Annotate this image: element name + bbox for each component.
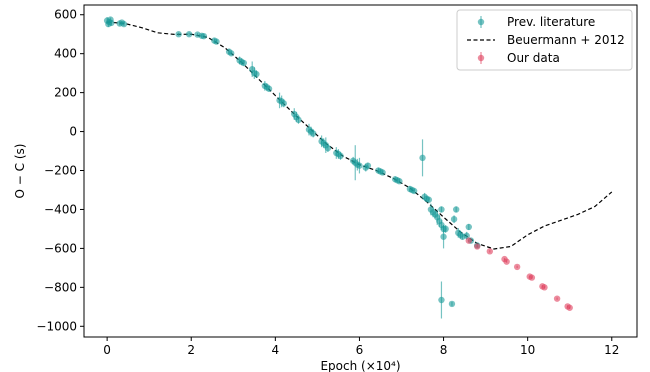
literature-point: [379, 169, 386, 176]
our-data-point: [553, 295, 561, 302]
literature-point: [108, 19, 115, 27]
y-tick-label: 200: [54, 86, 77, 100]
legend-literature-label: Prev. literature: [507, 15, 595, 29]
y-tick-label: 600: [54, 8, 77, 22]
y-tick-label: −200: [44, 164, 77, 178]
our-data-point: [566, 304, 573, 311]
x-tick-label: 10: [520, 343, 535, 357]
literature-point: [442, 225, 449, 233]
literature-point: [227, 50, 235, 57]
literature-point: [240, 59, 248, 67]
literature-point: [175, 31, 182, 38]
literature-point: [410, 187, 418, 195]
x-tick-label: 12: [604, 343, 619, 357]
our-data-point: [503, 258, 510, 265]
our-data-point: [541, 284, 548, 291]
literature-point: [295, 116, 302, 124]
literature-point: [396, 178, 403, 185]
literature-point: [448, 300, 456, 308]
y-tick-label: −400: [44, 202, 77, 216]
y-tick-label: 0: [69, 125, 77, 139]
literature-point: [438, 296, 445, 304]
literature-point: [324, 144, 332, 152]
y-tick-label: −800: [44, 280, 77, 294]
y-axis: 600 400 200 0 −200 −400 −600 −800 −1000: [36, 8, 84, 333]
y-tick-label: 400: [54, 47, 77, 61]
our-data-point: [465, 237, 472, 244]
literature-point: [265, 85, 273, 92]
our-data-point: [528, 274, 536, 281]
literature-point: [185, 31, 193, 38]
legend-literature-marker: [477, 18, 485, 26]
literature-point: [440, 233, 447, 240]
literature-point: [419, 154, 426, 162]
literature-point: [450, 215, 458, 223]
literature-point: [463, 232, 470, 239]
legend: Prev. literature Beuermann + 2012 Our data: [456, 9, 633, 71]
legend-our-data-label: Our data: [507, 51, 560, 65]
literature-point: [425, 196, 433, 203]
legend-our-data-marker: [477, 54, 485, 62]
x-tick-label: 8: [440, 343, 448, 357]
x-tick-label: 6: [356, 343, 364, 357]
x-tick-label: 2: [187, 343, 195, 357]
literature-point: [200, 32, 208, 40]
y-tick-label: −600: [44, 241, 77, 255]
legend-model-label: Beuermann + 2012: [507, 33, 625, 47]
literature-point: [120, 20, 128, 28]
literature-point: [253, 70, 260, 78]
literature-point: [364, 162, 372, 169]
plot-area: [103, 16, 613, 319]
literature-point: [438, 206, 445, 213]
x-axis: 0 2 4 6 8 10 12: [103, 337, 619, 357]
x-tick-label: 4: [272, 343, 280, 357]
legend-box: [456, 9, 633, 71]
literature-layer: [103, 16, 481, 319]
y-tick-label: −1000: [36, 319, 77, 333]
literature-point: [452, 206, 460, 213]
our-data-layer: [465, 237, 573, 311]
literature-point: [356, 162, 363, 169]
legend-items: Prev. literature Beuermann + 2012 Our data: [467, 15, 625, 65]
y-axis-title: O − C (s): [13, 144, 27, 199]
our-data-point: [486, 248, 494, 255]
literature-point: [213, 38, 220, 45]
x-axis-title: Epoch (×10⁴): [320, 359, 400, 372]
literature-point: [309, 130, 317, 137]
our-data-point: [473, 243, 481, 250]
literature-point: [465, 223, 472, 231]
our-data-point: [513, 263, 521, 271]
literature-point: [280, 100, 287, 107]
x-tick-label: 0: [103, 343, 111, 357]
literature-point: [337, 152, 344, 160]
